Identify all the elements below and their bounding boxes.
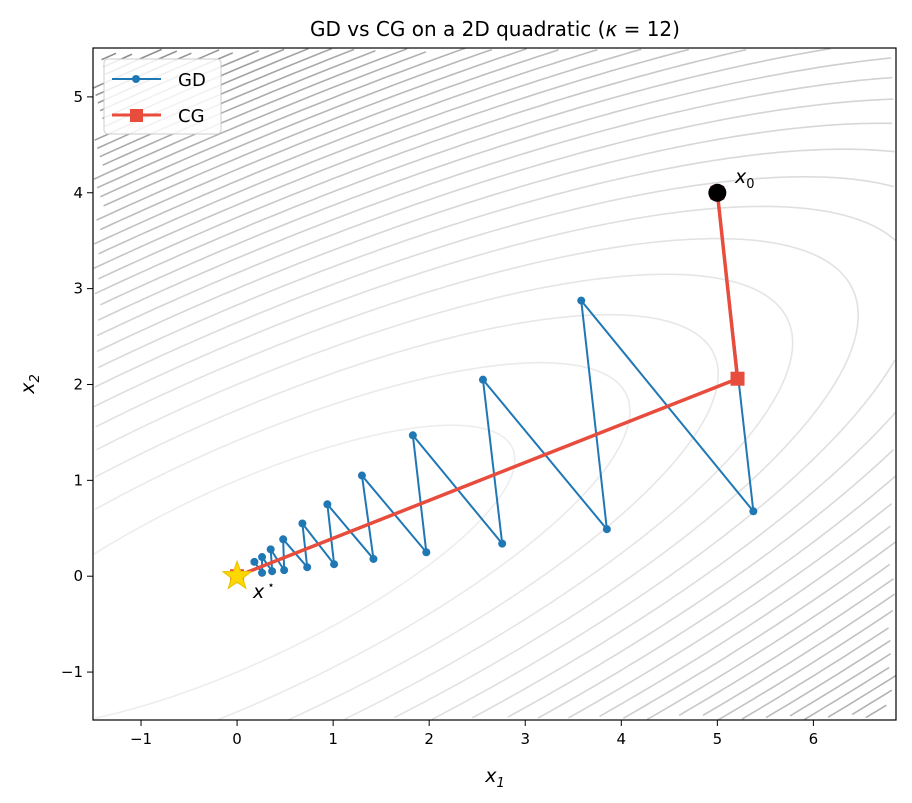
start-point-marker	[708, 183, 727, 202]
gd-path-line	[253, 192, 755, 577]
contour-line	[94, 176, 897, 719]
legend: GD CG	[103, 58, 222, 135]
contour-line	[94, 361, 631, 721]
gd-point	[369, 554, 378, 563]
gd-point	[357, 471, 366, 480]
gd-point	[268, 567, 277, 576]
y-tick-label: 4	[73, 184, 83, 202]
contour-line	[94, 313, 719, 721]
x-tick-label: 1	[328, 730, 338, 748]
contour-line	[96, 48, 892, 717]
x-tick-label: 4	[617, 730, 627, 748]
contour-line	[96, 122, 896, 719]
gd-point	[258, 568, 267, 577]
x-tick-label: 3	[520, 730, 530, 748]
contour-line	[98, 48, 894, 721]
contour-line	[100, 57, 896, 719]
optimum-star-marker	[221, 559, 253, 590]
y-tick-label: 0	[73, 567, 83, 585]
contour-line	[93, 205, 896, 721]
annotation-xstar: x ⋆	[252, 578, 275, 603]
gd-point	[303, 563, 312, 572]
contour-line	[96, 273, 794, 720]
contour-line	[93, 48, 895, 716]
gd-point	[298, 519, 307, 528]
contour-line	[93, 47, 887, 719]
contour-line	[99, 47, 897, 718]
gd-point	[408, 431, 417, 440]
x-tick-label: 2	[424, 730, 434, 748]
contour-line	[98, 48, 894, 717]
x-tick-label: 0	[232, 730, 242, 748]
y-tick-label: 2	[73, 375, 83, 393]
annotation-x0: x0	[734, 166, 755, 192]
contour-line	[101, 52, 117, 61]
x-tick-label: 5	[713, 730, 723, 748]
contour-line	[96, 51, 893, 716]
legend-cg-label: CG	[178, 106, 205, 127]
x-tick-label: −1	[130, 730, 152, 748]
contour-line	[94, 47, 891, 721]
contour-line	[96, 98, 894, 719]
series-layer	[221, 183, 758, 590]
gd-point	[258, 553, 267, 562]
gd-point	[323, 500, 332, 509]
contour-line	[92, 424, 516, 720]
legend-gd-label: GD	[178, 70, 206, 91]
contour-line	[99, 49, 891, 719]
y-tick-label: 5	[73, 88, 83, 106]
chart-title: GD vs CG on a 2D quadratic (κ = 12)	[310, 17, 680, 41]
cg-point	[730, 371, 745, 386]
contour-line	[103, 48, 890, 721]
y-axis-label: x2	[17, 374, 43, 395]
gd-point	[279, 535, 288, 544]
contour-line	[95, 237, 859, 719]
axis-ticks: −1 0 1 2 3 4 5 6 −1 0 1 2 3 4 5	[61, 88, 818, 748]
gd-point	[330, 560, 339, 569]
y-tick-label: 1	[73, 471, 83, 489]
contour-line	[103, 51, 890, 715]
contour-line	[99, 48, 355, 158]
gd-point	[498, 539, 507, 548]
gd-point	[266, 545, 275, 554]
gd-point	[250, 557, 259, 566]
contour-lines	[92, 47, 897, 721]
gd-point	[602, 525, 611, 534]
contour-line	[98, 148, 895, 718]
contour-line	[93, 48, 889, 720]
x-tick-label: 6	[809, 730, 819, 748]
x-axis-label: x1	[484, 765, 505, 791]
gd-point	[478, 375, 487, 384]
legend-cg-marker	[130, 109, 143, 122]
gd-point	[280, 566, 289, 575]
gd-point	[749, 507, 758, 516]
y-tick-label: 3	[73, 280, 83, 298]
gd-point	[422, 548, 431, 557]
gd-point	[577, 296, 586, 305]
contour-line	[97, 76, 893, 718]
legend-gd-marker	[132, 75, 140, 83]
y-tick-label: −1	[61, 663, 83, 681]
